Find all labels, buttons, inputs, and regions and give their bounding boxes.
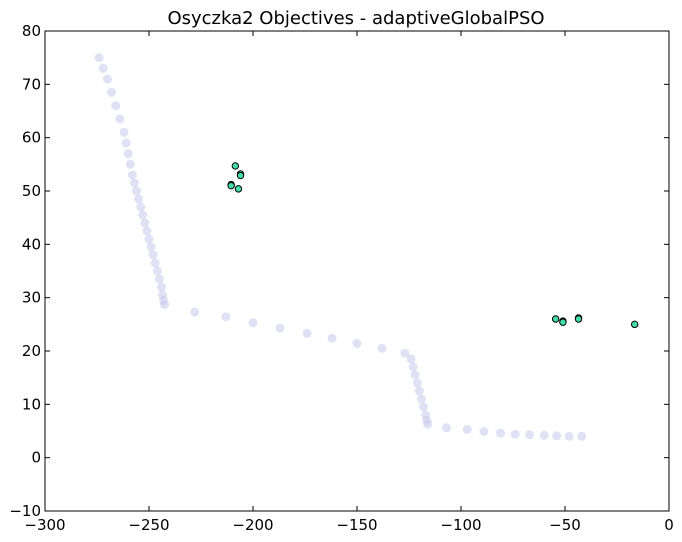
reference-point	[98, 63, 108, 73]
reference-point	[119, 127, 129, 137]
reference-point	[142, 226, 152, 236]
y-tick-label: 70	[22, 75, 41, 93]
reference-point	[275, 323, 285, 333]
reference-point	[539, 430, 549, 440]
reference-point	[150, 258, 160, 268]
reference-point	[160, 300, 170, 310]
reference-point	[408, 362, 418, 372]
reference-point	[115, 114, 125, 124]
y-tick-label: 50	[22, 182, 41, 200]
x-tick-label: −50	[549, 516, 581, 534]
solution-point	[630, 320, 639, 329]
solution-point	[227, 181, 235, 190]
reference-point	[136, 202, 146, 212]
reference-point	[416, 394, 426, 404]
reference-point	[134, 194, 144, 204]
x-tick-label: −150	[336, 516, 377, 534]
solution-point	[574, 315, 583, 323]
solution-point	[551, 315, 560, 323]
reference-point	[564, 431, 574, 441]
reference-point	[577, 431, 587, 441]
solution-point	[231, 162, 240, 170]
y-tick-label: 30	[22, 289, 41, 307]
reference-point	[94, 53, 104, 63]
reference-point	[146, 242, 156, 252]
reference-point	[552, 431, 562, 441]
reference-point	[525, 430, 535, 440]
x-tick-label: −200	[232, 516, 273, 534]
reference-point	[327, 333, 337, 343]
reference-point	[221, 312, 231, 322]
y-tick-label: 20	[22, 342, 41, 360]
y-tick-label: −10	[9, 502, 41, 520]
reference-point	[156, 282, 166, 292]
reference-point	[127, 170, 137, 180]
reference-point	[125, 159, 135, 169]
reference-point	[406, 354, 416, 364]
reference-point	[121, 138, 131, 148]
reference-point	[410, 370, 420, 380]
reference-point	[129, 178, 139, 188]
reference-point	[412, 378, 422, 388]
reference-point	[419, 402, 429, 412]
y-tick-label: 0	[31, 449, 41, 467]
reference-point	[496, 428, 506, 438]
reference-point	[111, 101, 121, 111]
reference-point	[140, 218, 150, 228]
reference-point	[148, 250, 158, 260]
plot-frame	[44, 30, 670, 512]
reference-point	[352, 339, 362, 349]
axes: −300 −250 −200 −150 −100 −50 0−100102030405060…	[9, 22, 673, 534]
reference-point	[144, 234, 154, 244]
reference-point	[462, 424, 472, 434]
reference-point	[154, 274, 164, 284]
x-tick-label: −100	[440, 516, 481, 534]
reference-point	[152, 266, 162, 276]
y-tick-label: 40	[22, 235, 41, 253]
reference-point	[107, 87, 117, 97]
reference-point	[302, 328, 312, 338]
reference-point	[138, 210, 148, 220]
reference-point	[510, 429, 520, 439]
reference-point	[377, 343, 387, 353]
reference-point	[190, 307, 200, 317]
solution-point	[236, 171, 245, 180]
x-tick-label: −250	[128, 516, 169, 534]
y-tick-label: 80	[22, 22, 41, 40]
reference-point	[441, 423, 451, 433]
reference-point	[102, 74, 112, 84]
solution-point	[559, 318, 567, 326]
solution-point	[234, 185, 243, 193]
x-tick-label: −300	[24, 516, 65, 534]
x-tick-label: 0	[664, 516, 674, 534]
reference-point	[414, 386, 424, 396]
reference-point	[132, 186, 142, 196]
reference-point	[248, 318, 258, 328]
y-tick-label: 60	[22, 129, 41, 147]
reference-point	[400, 348, 410, 358]
reference-point	[479, 427, 489, 437]
reference-point	[423, 419, 433, 429]
y-tick-label: 10	[22, 395, 41, 413]
reference-point	[123, 149, 133, 159]
plot-area	[94, 53, 639, 441]
chart-title: Osyczka2 Objectives - adaptiveGlobalPSO	[167, 8, 544, 29]
